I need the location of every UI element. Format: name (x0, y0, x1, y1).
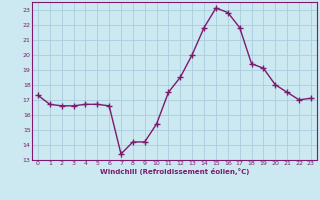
X-axis label: Windchill (Refroidissement éolien,°C): Windchill (Refroidissement éolien,°C) (100, 168, 249, 175)
